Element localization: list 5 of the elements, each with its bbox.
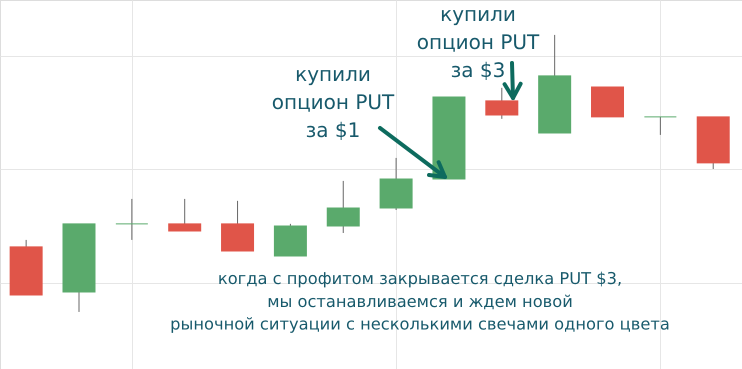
annotation: купили опцион PUT за $1 (272, 62, 396, 142)
annotation: когда с профитом закрывается сделка PUT $3, мы останавливаемся и ждем новой рыночной ситуации с несколькими свечами одного цвета (170, 269, 670, 334)
candlestick (644, 116, 677, 136)
annotation: купили опцион PUT за $3 (416, 2, 540, 82)
candlestick (115, 198, 148, 240)
